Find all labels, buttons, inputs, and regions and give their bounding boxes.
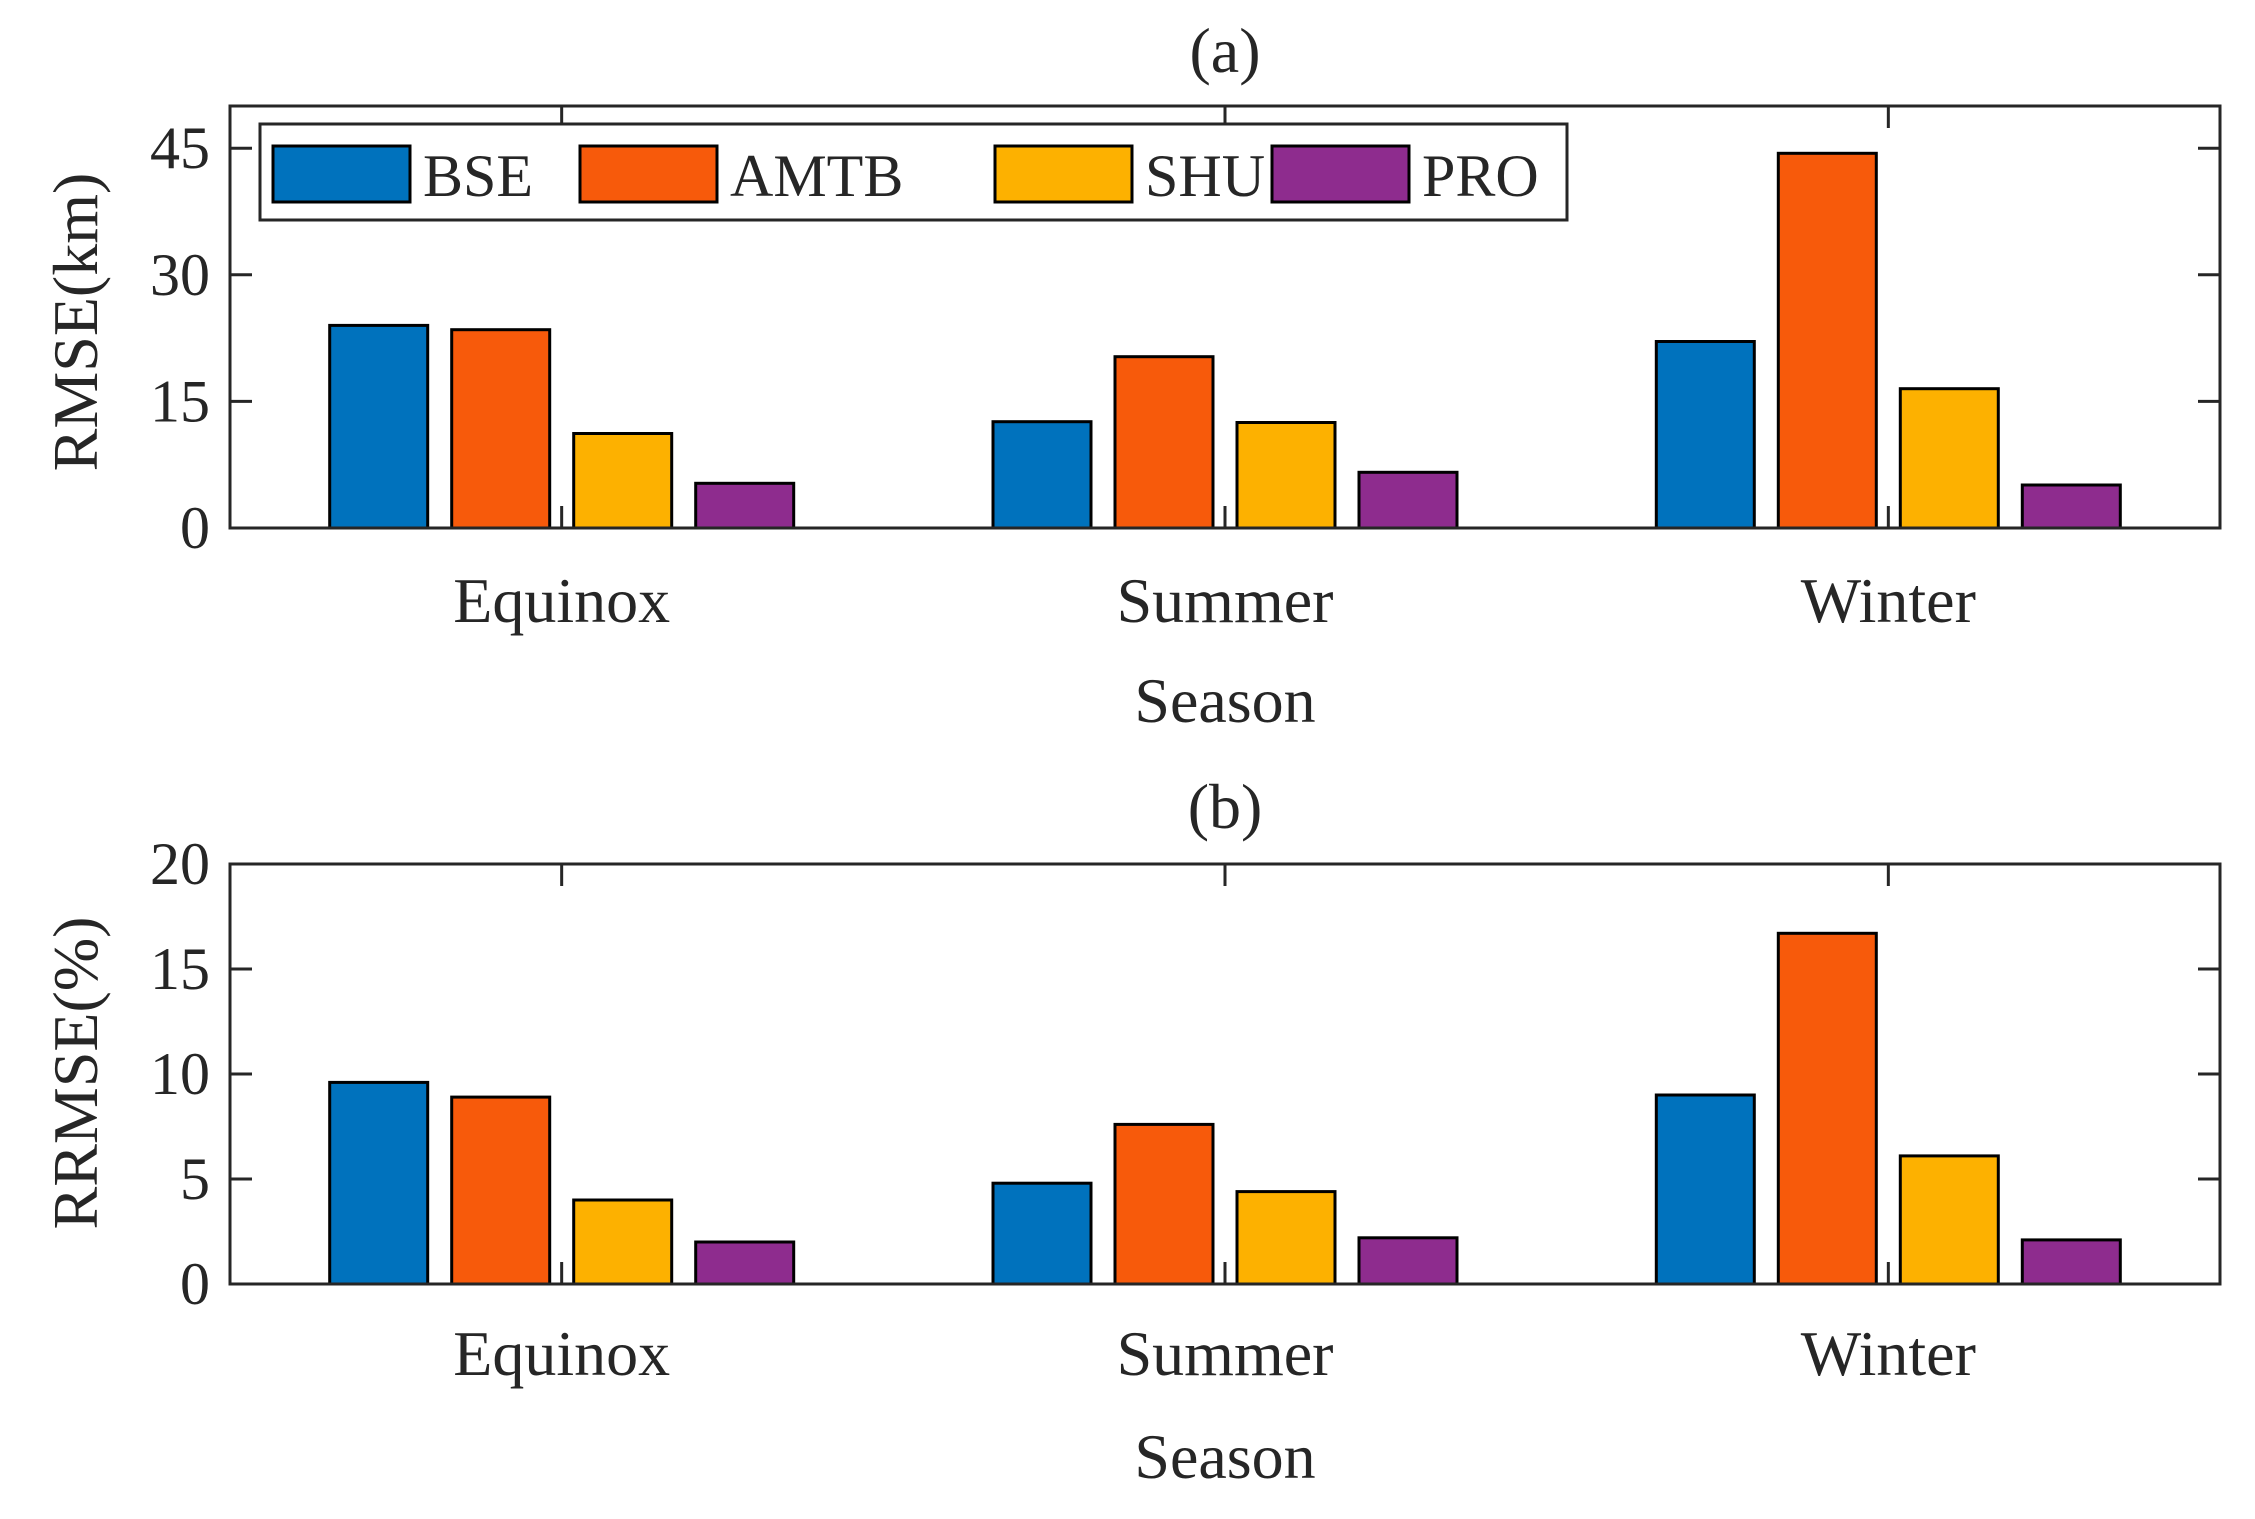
panel-a-title: (a) (1189, 15, 1260, 86)
bar-amtb-summer (1113, 355, 1215, 530)
legend-swatch-pro (1270, 144, 1411, 204)
bar-pro-winter (2020, 1238, 2122, 1286)
legend-swatch-shu (993, 144, 1134, 204)
category-label-winter: Winter (1801, 1318, 1976, 1389)
bar-bse-winter (1654, 1093, 1756, 1286)
legend-swatch-amtb (578, 144, 719, 204)
ytick-label: 30 (150, 242, 210, 308)
bar-bse-equinox (328, 1080, 430, 1286)
panel-a-ylabel: RMSE(km) (40, 173, 111, 472)
panel-b-ticks (230, 862, 2220, 1286)
panel-a-bars (328, 151, 2122, 530)
bar-amtb-equinox (450, 1095, 552, 1286)
bar-shu-equinox (572, 1198, 674, 1286)
ytick-label: 0 (180, 1251, 210, 1317)
category-label-winter: Winter (1801, 565, 1976, 636)
category-label-summer: Summer (1117, 565, 1334, 636)
category-label-equinox: Equinox (453, 565, 670, 636)
bar-shu-equinox (572, 432, 674, 530)
panel-b: (b) RRMSE(%) Season 0 5 10 15 20 Equinox Summ… (40, 771, 2222, 1492)
ytick-label: 15 (150, 936, 210, 1002)
bar-bse-winter (1654, 340, 1756, 530)
legend: BSE AMTB SHU PRO (258, 122, 1569, 222)
bar-shu-winter (1898, 1154, 2000, 1286)
category-label-equinox: Equinox (453, 1318, 670, 1389)
panel-b-title: (b) (1188, 771, 1263, 842)
bar-shu-winter (1898, 387, 2000, 530)
bar-shu-summer (1235, 1190, 1337, 1286)
bar-shu-summer (1235, 421, 1337, 530)
legend-swatch-bse (271, 144, 412, 204)
panel-a-xlabel: Season (1134, 665, 1315, 736)
panel-b-ylabel: RRMSE(%) (40, 917, 111, 1230)
bar-pro-equinox (694, 481, 796, 530)
legend-label-shu: SHU (1145, 143, 1265, 209)
bar-bse-summer (991, 420, 1093, 530)
ytick-label: 45 (150, 115, 210, 181)
bar-pro-equinox (694, 1240, 796, 1286)
panel-a-category-labels: Equinox Summer Winter (453, 565, 1976, 636)
ytick-label: 10 (150, 1041, 210, 1107)
ytick-label: 5 (180, 1146, 210, 1212)
panel-b-xlabel: Season (1134, 1421, 1315, 1492)
bar-bse-summer (991, 1181, 1093, 1286)
panel-b-tick-labels: 0 5 10 15 20 (150, 831, 210, 1317)
legend-label-bse: BSE (423, 143, 533, 209)
ytick-label: 0 (180, 495, 210, 561)
bar-amtb-winter (1776, 151, 1878, 530)
panel-b-category-labels: Equinox Summer Winter (453, 1318, 1976, 1389)
bar-amtb-equinox (450, 328, 552, 530)
bar-pro-summer (1357, 1236, 1459, 1286)
bar-amtb-winter (1776, 931, 1878, 1286)
bar-pro-summer (1357, 470, 1459, 530)
panel-b-bars (328, 931, 2122, 1286)
panel-a: (a) RMSE(km) Season 0 15 30 45 Equinox Summe… (40, 15, 2222, 736)
legend-label-pro: PRO (1422, 143, 1539, 209)
panel-a-tick-labels: 0 15 30 45 (150, 115, 210, 561)
bar-bse-equinox (328, 323, 430, 530)
ytick-label: 15 (150, 368, 210, 434)
bar-pro-winter (2020, 483, 2122, 530)
legend-label-amtb: AMTB (730, 143, 903, 209)
category-label-summer: Summer (1117, 1318, 1334, 1389)
ytick-label: 20 (150, 831, 210, 897)
bar-amtb-summer (1113, 1122, 1215, 1286)
